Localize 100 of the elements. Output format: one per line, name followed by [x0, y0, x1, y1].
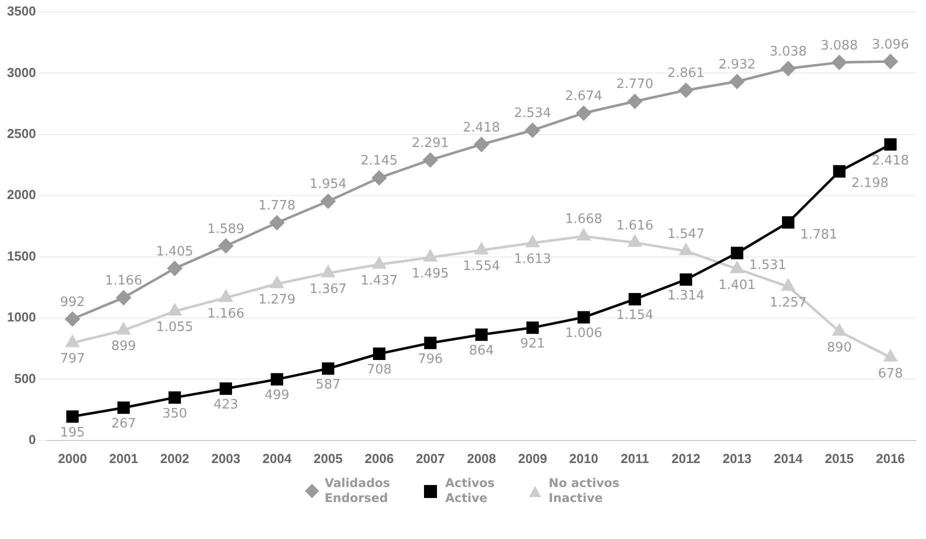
point	[168, 391, 181, 404]
point	[782, 216, 794, 229]
point	[372, 257, 386, 269]
point	[525, 122, 540, 138]
legend-label: Activos Active	[445, 476, 495, 506]
data-label: 195	[60, 425, 85, 440]
point	[218, 238, 234, 254]
point	[833, 165, 846, 178]
data-label: 423	[213, 398, 238, 412]
point	[474, 137, 489, 152]
y-tick-label: 2500	[7, 126, 36, 141]
data-label: 1.279	[258, 292, 296, 308]
point	[628, 235, 642, 247]
data-label: 350	[162, 406, 188, 422]
point	[577, 228, 590, 240]
point	[475, 328, 488, 341]
point	[424, 250, 437, 262]
x-tick-label: 2005	[314, 450, 343, 466]
data-label: 2.674	[565, 88, 602, 104]
point	[780, 61, 796, 76]
point	[883, 54, 898, 69]
data-label: 2.932	[718, 57, 756, 72]
point	[832, 55, 847, 70]
point	[320, 194, 336, 208]
y-tick-label: 500	[14, 370, 36, 386]
data-label: 1.055	[156, 320, 194, 336]
x-tick-label: 2008	[467, 450, 496, 466]
point	[526, 321, 539, 334]
point	[270, 373, 284, 386]
point	[372, 170, 386, 186]
point	[730, 246, 744, 260]
legend-label: No activos Inactive	[548, 476, 620, 506]
point	[884, 138, 897, 151]
data-label: 921	[520, 336, 545, 352]
x-tick-label: 2016	[876, 450, 905, 466]
point	[373, 348, 386, 360]
x-tick-label: 2006	[364, 450, 394, 466]
point	[678, 82, 694, 98]
x-tick-label: 2011	[620, 450, 649, 466]
point	[884, 350, 897, 362]
point	[526, 236, 540, 248]
y-tick-label: 0	[28, 432, 36, 447]
point	[66, 336, 79, 348]
y-tick-label: 2000	[7, 187, 36, 202]
x-tick-label: 2000	[58, 450, 87, 466]
data-label: 587	[316, 377, 341, 392]
data-label: 1.367	[309, 282, 347, 297]
data-label: 992	[60, 294, 85, 310]
point	[167, 261, 182, 276]
data-label: 2.534	[514, 106, 552, 122]
point	[730, 74, 744, 89]
data-label: 2.418	[462, 120, 500, 136]
point	[117, 402, 130, 414]
data-label: 1.314	[667, 288, 705, 304]
data-label: 2.291	[412, 136, 449, 151]
x-tick-label: 2002	[160, 450, 190, 466]
x-tick-label: 2009	[518, 450, 548, 466]
data-label: 1.589	[207, 222, 244, 237]
point	[66, 410, 79, 423]
data-label: 1.554	[462, 259, 500, 274]
data-label: 1.778	[258, 198, 296, 214]
data-label: 2.145	[360, 154, 398, 169]
point	[680, 244, 692, 256]
data-label: 2.770	[616, 77, 654, 92]
point	[475, 242, 488, 254]
data-label: 1.437	[360, 273, 398, 288]
data-label: 1.405	[156, 244, 194, 260]
x-tick-label: 2014	[774, 450, 804, 466]
y-tick-label: 1000	[7, 310, 36, 325]
data-label: 890	[826, 340, 852, 356]
point	[116, 290, 131, 305]
data-label: 1.154	[616, 308, 654, 324]
data-label: 267	[111, 416, 136, 432]
data-label: 1.006	[565, 326, 602, 342]
data-label: 1.166	[207, 306, 244, 322]
point	[322, 362, 334, 375]
y-tick-label: 3500	[7, 4, 36, 19]
x-tick-label: 2013	[722, 450, 752, 466]
data-label: 1.616	[616, 218, 654, 234]
data-label: 3.088	[820, 38, 858, 54]
data-label: 1.547	[667, 226, 705, 242]
x-tick-label: 2003	[211, 450, 240, 466]
x-tick-label: 2012	[671, 450, 700, 466]
data-label: 1.781	[800, 227, 838, 242]
point	[168, 304, 182, 316]
point	[322, 266, 335, 278]
point	[65, 312, 80, 326]
y-tick-label: 3000	[7, 64, 36, 80]
data-label: 1.495	[412, 266, 449, 282]
x-tick-label: 2004	[262, 450, 292, 466]
x-tick-label: 2001	[109, 450, 138, 466]
point	[220, 382, 232, 395]
data-label: 797	[60, 352, 85, 367]
data-label: 1.668	[565, 212, 602, 228]
x-tick-label: 2010	[569, 450, 598, 466]
data-label: 796	[418, 352, 443, 367]
point	[832, 324, 846, 336]
x-tick-label: 2015	[824, 450, 854, 466]
data-label: 1.531	[749, 258, 786, 273]
point	[270, 216, 284, 230]
